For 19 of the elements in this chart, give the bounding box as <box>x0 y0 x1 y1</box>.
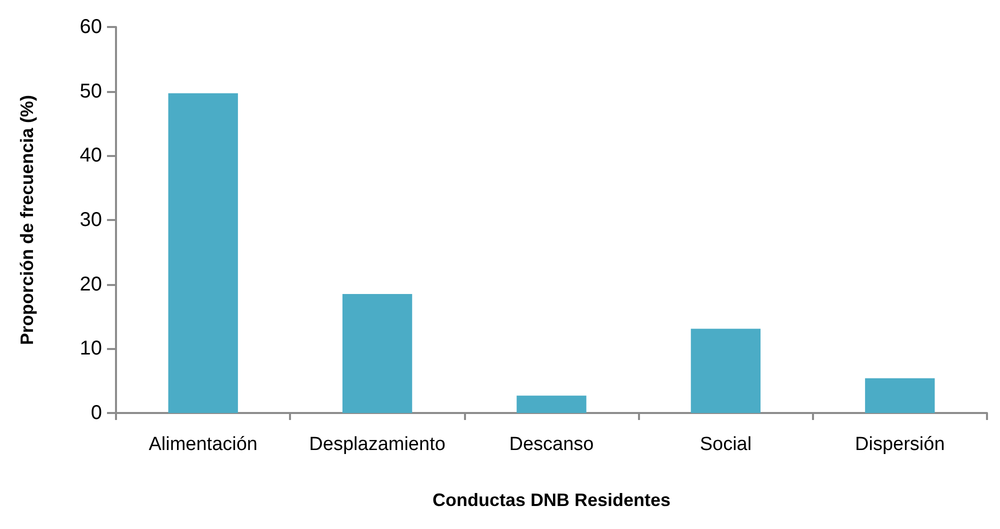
y-tick-label: 20 <box>80 273 102 296</box>
y-tick-label: 0 <box>90 402 102 424</box>
x-tick-label: Alimentación <box>148 434 258 455</box>
bar <box>168 93 238 413</box>
x-tick-label: Desplazamiento <box>309 434 446 455</box>
bar <box>342 294 412 413</box>
y-tick-label: 40 <box>80 144 102 167</box>
x-axis-title: Conductas DNB Residentes <box>432 490 671 510</box>
x-tick-label: Dispersión <box>855 434 945 455</box>
y-axis-title: Proporción de frecuencia (%) <box>17 94 37 346</box>
x-tick-label: Descanso <box>509 434 594 455</box>
x-tick-label: Social <box>700 434 752 455</box>
bar <box>516 396 586 413</box>
bar <box>865 378 935 413</box>
y-tick-label: 60 <box>80 16 102 38</box>
y-tick-label: 10 <box>80 338 102 360</box>
y-tick-label: 30 <box>80 209 102 231</box>
y-tick-label: 50 <box>80 80 102 102</box>
bar <box>690 328 761 413</box>
